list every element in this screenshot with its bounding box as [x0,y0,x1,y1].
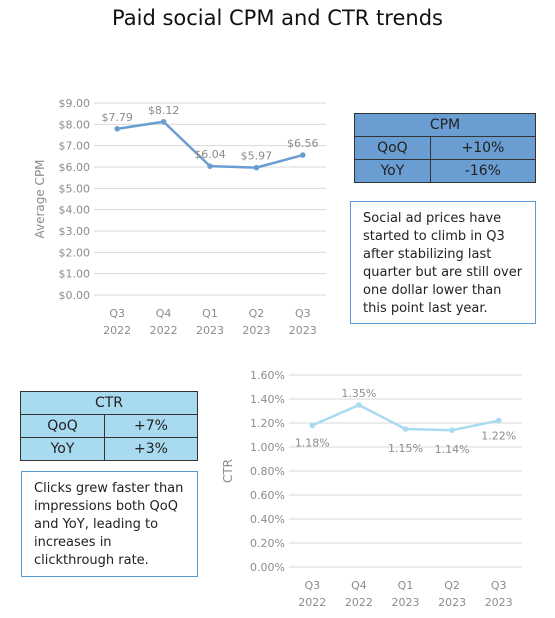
ctr-x-tick-label: Q3 [304,579,320,592]
ctr-data-label: 1.22% [481,430,516,443]
ctr-y-tick-label: 1.40% [250,393,285,406]
ctr-yoy-label: YoY [19,437,106,461]
cpm-x-tick-label: Q3 [109,307,125,320]
cpm-y-tick-label: $3.00 [59,225,91,238]
ctr-data-label: 1.14% [435,443,470,456]
ctr-change-table: CTR QoQ +7% YoY +3% [19,391,198,461]
cpm-y-tick-label: $2.00 [59,246,91,259]
cpm-qoq-label: QoQ [354,136,431,160]
ctr-y-tick-label: 0.80% [250,465,285,478]
ctr-y-tick-label: 1.60% [250,369,285,382]
cpm-x-tick-label: Q3 [295,307,311,320]
cpm-table-header: CPM [354,113,536,137]
ctr-x-tick-label: Q4 [351,579,367,592]
cpm-y-tick-label: $8.00 [59,118,91,131]
ctr-data-label: 1.18% [295,436,330,449]
ctr-x-tick-label: Q1 [398,579,414,592]
cpm-data-label: $8.12 [148,104,180,117]
cpm-y-axis-title: Average CPM [33,159,47,238]
cpm-x-tick-label: 2022 [103,324,131,337]
ctr-y-axis-title: CTR [221,459,235,483]
cpm-y-tick-label: $7.00 [59,140,91,153]
ctr-data-point [449,427,455,434]
ctr-yoy-value: +3% [104,437,198,461]
ctr-x-tick-label: 2022 [298,596,326,609]
ctr-data-point [309,422,316,429]
page-title: Paid social CPM and CTR trends [112,6,443,30]
cpm-data-point [160,118,167,125]
cpm-x-tick-label: Q4 [156,307,172,320]
cpm-y-tick-label: $4.00 [59,204,91,217]
ctr-note: Clicks grew faster than impressions both… [21,471,198,577]
ctr-qoq-label: QoQ [19,414,106,438]
ctr-data-point [495,417,502,424]
cpm-qoq-value: +10% [429,136,537,160]
cpm-x-tick-label: Q1 [202,307,218,320]
cpm-x-tick-label: 2023 [242,324,270,337]
cpm-y-tick-label: $5.00 [59,182,91,195]
cpm-change-table: CPM QoQ +10% YoY -16% [354,113,537,183]
ctr-data-point [402,426,409,432]
ctr-x-tick-label: 2023 [485,596,513,609]
cpm-x-tick-label: Q2 [249,307,265,320]
ctr-data-label: 1.15% [388,442,423,455]
ctr-data-label: 1.35% [341,387,376,400]
ctr-x-tick-label: Q2 [444,579,460,592]
cpm-y-tick-label: $6.00 [59,161,91,174]
cpm-x-tick-label: 2023 [289,324,317,337]
ctr-y-tick-label: 0.20% [250,537,285,550]
cpm-data-point [300,152,306,158]
ctr-x-tick-label: 2023 [392,596,420,609]
ctr-qoq-value: +7% [104,414,198,438]
cpm-data-label: $6.04 [194,148,226,161]
cpm-data-label: $5.97 [241,150,273,163]
ctr-y-tick-label: 0.00% [250,561,285,574]
ctr-y-tick-label: 0.40% [250,513,285,526]
cpm-x-tick-label: 2022 [150,324,178,337]
cpm-data-point [253,164,260,171]
cpm-note: Social ad prices have started to climb i… [350,201,536,324]
ctr-table-header: CTR [20,391,198,415]
cpm-y-tick-label: $9.00 [59,97,91,110]
ctr-x-tick-label: 2022 [345,596,373,609]
ctr-y-tick-label: 0.60% [250,489,285,502]
ctr-x-tick-label: 2023 [438,596,466,609]
cpm-x-tick-label: 2023 [196,324,224,337]
cpm-data-label: $6.56 [287,137,319,150]
ctr-y-tick-label: 1.00% [250,441,285,454]
cpm-data-point [207,163,213,169]
cpm-data-point [114,126,120,132]
ctr-x-tick-label: Q3 [491,579,507,592]
cpm-yoy-value: -16% [429,159,537,183]
cpm-y-tick-label: $1.00 [59,268,91,281]
cpm-y-tick-label: $0.00 [59,289,91,302]
cpm-data-label: $7.79 [101,111,133,124]
ctr-y-tick-label: 1.20% [250,417,285,430]
cpm-yoy-label: YoY [354,159,431,183]
ctr-data-point [356,402,362,408]
